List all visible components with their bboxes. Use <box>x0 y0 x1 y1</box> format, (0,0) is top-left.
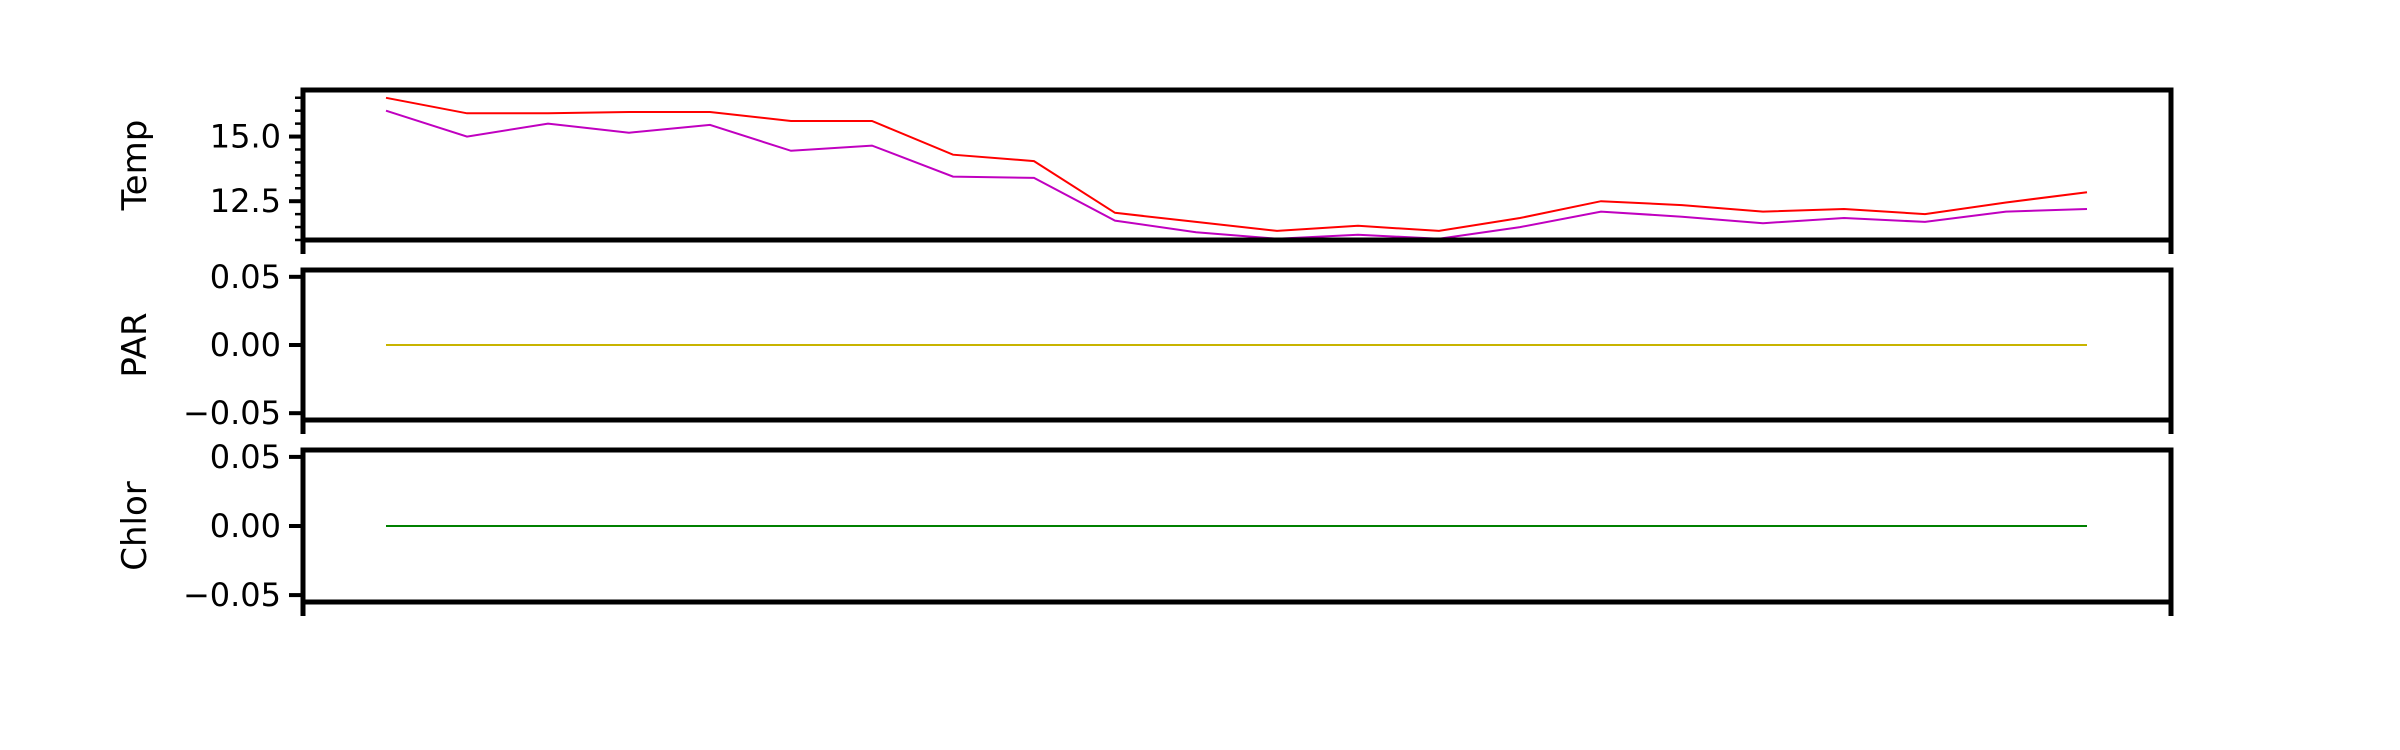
par-y-tick-label-0: −0.05 <box>183 394 281 432</box>
temp-panel: 12.5 15.0 Temp <box>115 87 2174 254</box>
chlor-y-axis-label: Chlor <box>115 481 155 571</box>
par-panel: −0.05 0.00 0.05 PAR <box>115 258 2174 434</box>
temp-y-tick-label-0: 12.5 <box>210 182 281 220</box>
chlor-y-tick-label-2: 0.05 <box>210 438 281 476</box>
temp-y-axis-label: Temp <box>115 120 155 212</box>
temp-y-tick-label-1: 15.0 <box>210 118 281 156</box>
par-y-tick-label-1: 0.00 <box>210 326 281 364</box>
chlor-y-tick-label-1: 0.00 <box>210 507 281 545</box>
chlor-y-tick-label-0: −0.05 <box>183 576 281 614</box>
par-y-tick-label-2: 0.05 <box>210 258 281 296</box>
temp-series-line-1 <box>385 109 2088 240</box>
par-y-axis-label: PAR <box>115 312 155 377</box>
temp-axes-frame <box>300 87 2174 243</box>
temp-series-line-0 <box>385 96 2088 232</box>
chlor-panel: −0.05 0.00 0.05 Chlor <box>115 438 2174 616</box>
